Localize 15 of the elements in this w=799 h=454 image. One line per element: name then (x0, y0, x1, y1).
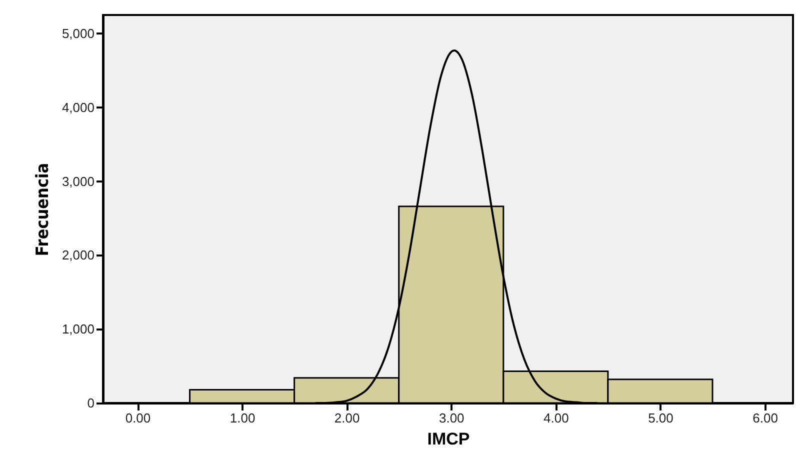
x-tick-label: 0.00 (125, 410, 151, 426)
x-axis-title: IMCP (427, 430, 470, 448)
x-tick-label: 1.00 (230, 410, 256, 426)
x-tick-label: 6.00 (752, 410, 778, 426)
y-tick-label: 4,000 (62, 100, 94, 115)
x-tick-label: 3.00 (438, 410, 464, 426)
x-tick-label: 5.00 (648, 410, 674, 426)
x-tick-label: 4.00 (544, 410, 569, 426)
y-axis-title: Frecuencia (32, 162, 53, 256)
y-tick-label: 5,000 (62, 26, 94, 41)
y-tick-label: 3,000 (62, 174, 94, 189)
y-tick-label: 1,000 (62, 322, 94, 337)
y-tick-label: 2,000 (62, 248, 94, 263)
y-tick-label: 0 (87, 396, 94, 410)
x-tick-label: 2.00 (334, 410, 360, 426)
